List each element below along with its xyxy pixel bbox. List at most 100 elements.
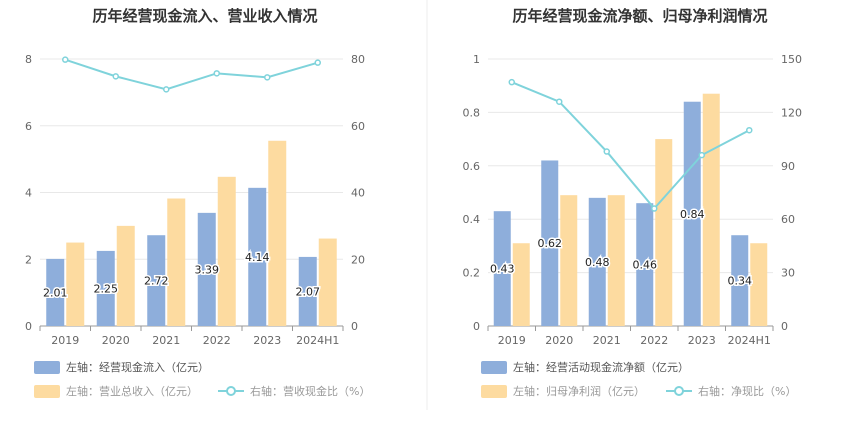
legend-swatch-revenue[interactable] bbox=[34, 385, 60, 398]
legend-label-net-cash-ratio[interactable]: 右轴：净现比（%） bbox=[698, 384, 796, 398]
x-tick-label: 2019 bbox=[51, 334, 79, 347]
legend-marker-net-cash-ratio[interactable] bbox=[674, 386, 684, 396]
legend-swatch-cash-inflow[interactable] bbox=[34, 361, 60, 374]
chart-legend: 左轴：经营活动现金流净额（亿元） 左轴：归母净利润（亿元） 右轴：净现比（%） bbox=[481, 360, 796, 398]
legend-swatch-net-profit[interactable] bbox=[481, 385, 507, 398]
y-left-tick-label: 4 bbox=[25, 187, 32, 200]
bar bbox=[541, 160, 559, 326]
y-left-tick-label: 0.8 bbox=[463, 106, 481, 119]
bar bbox=[655, 139, 673, 326]
y-left-tick-label: 0 bbox=[25, 320, 32, 333]
data-label: 0.43 bbox=[490, 263, 515, 276]
y-right-tick-label: 0 bbox=[781, 320, 788, 333]
x-tick-label: 2020 bbox=[102, 334, 130, 347]
data-label: 0.46 bbox=[633, 259, 658, 272]
bar bbox=[750, 243, 768, 326]
bar bbox=[683, 101, 701, 326]
line-point bbox=[746, 126, 753, 134]
y-right-tick-label: 90 bbox=[781, 160, 795, 173]
chart-cash-inflow-revenue: 历年经营现金流入、营业收入情况 左轴：经营现金流入（亿元） 左轴：营业总收入（亿… bbox=[25, 7, 370, 398]
legend-label-net-profit[interactable]: 左轴：归母净利润（亿元） bbox=[513, 384, 645, 398]
bar bbox=[512, 243, 530, 326]
y-left-tick-label: 2 bbox=[25, 253, 32, 266]
line-point bbox=[698, 151, 705, 159]
y-right-tick-label: 150 bbox=[781, 53, 802, 66]
data-label: 0.34 bbox=[728, 275, 753, 288]
data-label: 4.14 bbox=[245, 251, 270, 264]
line-point bbox=[264, 74, 271, 81]
x-tick-label: 2024H1 bbox=[728, 334, 771, 347]
bar bbox=[731, 235, 749, 326]
y-left-tick-label: 0.2 bbox=[463, 267, 481, 280]
bar bbox=[560, 195, 578, 326]
line-point bbox=[651, 205, 658, 212]
x-tick-label: 2021 bbox=[152, 334, 180, 347]
bar bbox=[636, 203, 654, 326]
chart-title: 历年经营现金流净额、归母净利润情况 bbox=[512, 7, 767, 25]
chart-legend: 左轴：经营现金流入（亿元） 左轴：营业总收入（亿元） 右轴：营收现金比（%） bbox=[34, 360, 370, 398]
bar bbox=[217, 176, 236, 326]
data-label: 2.72 bbox=[144, 275, 169, 288]
data-label: 0.48 bbox=[585, 256, 610, 269]
line-point bbox=[556, 98, 563, 105]
y-right-tick-label: 40 bbox=[351, 187, 365, 200]
y-right-tick-label: 0 bbox=[351, 320, 358, 333]
y-right-tick-label: 120 bbox=[781, 106, 802, 119]
legend-label-cash-ratio[interactable]: 右轴：营收现金比（%） bbox=[250, 384, 370, 398]
y-right-tick-label: 60 bbox=[351, 120, 365, 133]
bar bbox=[197, 212, 216, 326]
bar bbox=[318, 238, 337, 326]
x-tick-label: 2020 bbox=[545, 334, 573, 347]
y-left-tick-label: 6 bbox=[25, 120, 32, 133]
bar bbox=[248, 187, 267, 326]
data-label: 0.62 bbox=[538, 237, 563, 250]
y-right-tick-label: 30 bbox=[781, 267, 795, 280]
y-right-tick-label: 20 bbox=[351, 253, 365, 266]
bar bbox=[167, 198, 186, 326]
chart-net-cash-net-profit: 历年经营现金流净额、归母净利润情况 左轴：经营活动现金流净额（亿元） 左轴：归母… bbox=[463, 7, 802, 398]
series-line bbox=[511, 81, 750, 211]
bar bbox=[588, 197, 606, 326]
y-left-tick-label: 0.6 bbox=[463, 160, 481, 173]
y-left-tick-label: 1 bbox=[473, 53, 480, 66]
x-tick-label: 2022 bbox=[203, 334, 231, 347]
y-right-tick-label: 80 bbox=[351, 53, 365, 66]
line-point bbox=[62, 56, 69, 63]
legend-label-cash-inflow[interactable]: 左轴：经营现金流入（亿元） bbox=[66, 360, 209, 374]
y-right-tick-label: 60 bbox=[781, 213, 795, 226]
legend-marker-cash-ratio[interactable] bbox=[226, 386, 236, 396]
data-label: 2.01 bbox=[43, 286, 68, 299]
data-label: 3.39 bbox=[195, 263, 220, 276]
x-tick-label: 2022 bbox=[640, 334, 668, 347]
legend-label-revenue[interactable]: 左轴：营业总收入（亿元） bbox=[66, 384, 198, 398]
bar bbox=[147, 235, 166, 326]
y-left-tick-label: 0.4 bbox=[463, 213, 481, 226]
line-point bbox=[112, 73, 119, 80]
bar bbox=[116, 225, 135, 326]
data-label: 0.84 bbox=[680, 208, 705, 221]
line-point bbox=[314, 59, 321, 66]
line-point bbox=[508, 78, 515, 86]
line-point bbox=[163, 86, 170, 93]
x-tick-label: 2023 bbox=[253, 334, 281, 347]
bar bbox=[268, 140, 287, 326]
bar bbox=[66, 242, 85, 326]
series-line bbox=[64, 58, 319, 91]
y-left-tick-label: 0 bbox=[473, 320, 480, 333]
legend-swatch-net-cash[interactable] bbox=[481, 361, 507, 374]
y-left-tick-label: 8 bbox=[25, 53, 32, 66]
line-point bbox=[213, 70, 220, 77]
bar bbox=[702, 93, 720, 327]
data-label: 2.07 bbox=[296, 285, 321, 298]
line-point bbox=[603, 148, 610, 155]
x-tick-label: 2024H1 bbox=[296, 334, 339, 347]
bar bbox=[46, 258, 65, 326]
bar bbox=[493, 211, 511, 326]
bar bbox=[607, 195, 625, 326]
legend-label-net-cash[interactable]: 左轴：经营活动现金流净额（亿元） bbox=[513, 360, 689, 374]
data-label: 2.25 bbox=[94, 282, 119, 295]
bar bbox=[298, 256, 317, 326]
x-tick-label: 2021 bbox=[593, 334, 621, 347]
